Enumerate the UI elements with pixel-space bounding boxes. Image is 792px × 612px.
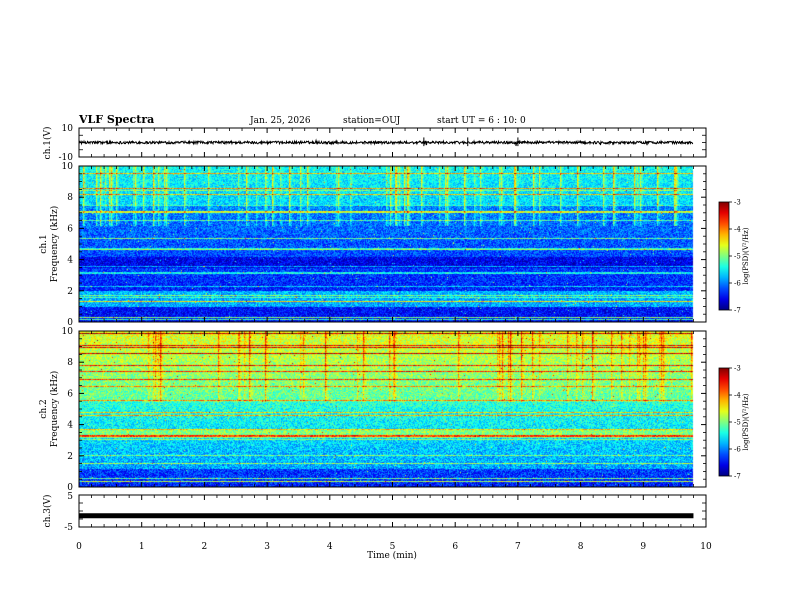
ch1-waveform-trace (78, 138, 694, 147)
y-tick-label: 10 (62, 327, 74, 337)
ch1-spectrogram-panel: 0 2 4 6 8 10 ch.1 Frequency (kHz) -3 -4 -5 -6 -7 l… (39, 162, 750, 328)
y-tick-label: 0 (67, 483, 73, 493)
y-tick-label: 8 (67, 358, 73, 368)
colorbar-tick-label: -7 (734, 473, 741, 481)
colorbar-tick-label: -3 (734, 365, 741, 373)
y-tick-label: 4 (67, 256, 73, 266)
ch3-waveform-ylabel: ch.3(V) (42, 495, 53, 528)
colorbar-tick-label: -5 (734, 253, 741, 261)
x-tick-label: 3 (264, 542, 270, 552)
ch1-channel-label: ch.1 (39, 234, 49, 253)
ch1-frequency-axis-label: Frequency (kHz) (49, 206, 60, 283)
figure-header: VLF Spectra Jan. 25, 2026 station=OUJ st… (78, 113, 526, 126)
date-label: Jan. 25, 2026 (249, 116, 311, 126)
x-tick-label: 9 (640, 542, 646, 552)
y-tick-label: 0 (67, 318, 73, 328)
colorbar-tick-label: -7 (734, 307, 741, 315)
y-tick-label: 6 (67, 389, 73, 399)
ch2-colorbar: -3 -4 -5 -6 -7 log(PSD)(V²/Hz) (718, 365, 750, 481)
ch1-ytick-top: 10 (62, 124, 74, 134)
time-axis-label: Time (min) (367, 550, 417, 561)
x-tick-label: 2 (202, 542, 208, 552)
x-tick-label: 6 (452, 542, 458, 552)
y-tick-label: 10 (62, 162, 74, 172)
colorbar-tick-label: -4 (734, 392, 741, 400)
colorbar-label: log(PSD)(V²/Hz) (742, 227, 750, 284)
ch2-spectrogram-panel: 0 2 4 6 8 10 ch.2 Frequency (kHz) -3 -4 -5 -6 -7 l… (39, 327, 750, 493)
x-tick-label: 4 (327, 542, 333, 552)
x-tick-label: 1 (139, 542, 145, 552)
colorbar-scale (718, 201, 730, 311)
station-label: station=OUJ (343, 116, 401, 126)
colorbar-label: log(PSD)(V²/Hz) (742, 393, 750, 450)
y-tick-label: 2 (67, 452, 73, 462)
ch2-spectrogram-yticks: 0 2 4 6 8 10 (62, 327, 706, 493)
x-tick-label: 7 (515, 542, 521, 552)
ch1-waveform-ylabel: ch.1(V) (42, 127, 53, 160)
time-axis-ticks: 0 1 2 3 4 5 6 7 8 9 10 (76, 128, 712, 552)
colorbar-scale (718, 367, 730, 477)
y-tick-label: 4 (67, 421, 73, 431)
x-tick-label: 5 (390, 542, 396, 552)
ch2-spectrogram-image (79, 331, 706, 487)
x-tick-label: 8 (578, 542, 584, 552)
ch2-frequency-axis-label: Frequency (kHz) (49, 371, 60, 448)
chart-title: VLF Spectra (78, 113, 154, 126)
ch1-ytick-bottom: -10 (59, 153, 74, 163)
y-tick-label: 2 (67, 287, 73, 297)
ch1-spectrogram-yticks: 0 2 4 6 8 10 (62, 162, 706, 328)
ch1-spectrogram-image (79, 166, 706, 322)
colorbar-tick-label: -5 (734, 419, 741, 427)
colorbar-tick-label: -6 (734, 446, 741, 454)
ch3-ytick-bottom: -5 (64, 523, 73, 533)
colorbar-tick-label: -6 (734, 280, 741, 288)
start-time-label: start UT = 6 : 10: 0 (437, 116, 526, 126)
y-tick-label: 8 (67, 193, 73, 203)
ch3-ytick-top: 5 (67, 492, 73, 502)
x-tick-label: 10 (700, 542, 712, 552)
x-tick-label: 0 (76, 542, 82, 552)
y-tick-label: 6 (67, 224, 73, 234)
ch2-channel-label: ch.2 (39, 399, 49, 418)
ch1-colorbar: -3 -4 -5 -6 -7 log(PSD)(V²/Hz) (718, 199, 750, 315)
colorbar-tick-label: -4 (734, 226, 741, 234)
colorbar-tick-label: -3 (734, 199, 741, 207)
